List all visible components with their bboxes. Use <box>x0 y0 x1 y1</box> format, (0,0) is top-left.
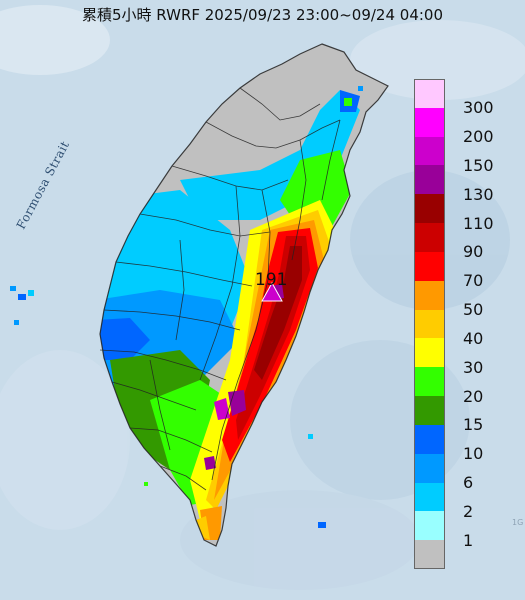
legend-swatch <box>414 338 445 368</box>
legend-label: 200 <box>463 127 494 147</box>
legend-label: 2 <box>463 501 474 521</box>
legend-row: 50 <box>414 280 506 319</box>
legend-label: 30 <box>463 357 484 377</box>
rain-zone-ne-green <box>344 98 352 106</box>
legend-label: 6 <box>463 473 474 493</box>
legend-row: 70 <box>414 251 506 290</box>
legend-swatch <box>414 482 445 512</box>
rainfall-fields <box>100 90 360 540</box>
legend-label: 15 <box>463 415 484 435</box>
map-title: 累積5小時 RWRF 2025/09/23 23:00~09/24 04:00 <box>81 6 444 24</box>
legend-label: 40 <box>463 328 484 348</box>
legend-row: 6 <box>414 453 506 492</box>
legend-label: 130 <box>463 184 494 204</box>
legend-swatch <box>414 309 445 339</box>
legend-label: 110 <box>463 213 494 233</box>
legend-swatch <box>414 79 445 108</box>
legend-row: 300 <box>414 79 506 117</box>
legend-label: 300 <box>463 98 494 118</box>
legend-row: 30 <box>414 338 506 377</box>
legend-swatch <box>414 223 445 252</box>
legend-row: 10 <box>414 424 506 463</box>
legend-swatch <box>414 107 445 137</box>
legend-row <box>414 540 506 569</box>
legend-swatch <box>414 540 445 569</box>
legend-swatch <box>414 280 445 310</box>
legend-row: 15 <box>414 396 506 434</box>
rain-cell-purple-4 <box>204 456 216 470</box>
rain-cell-purple-2 <box>214 398 230 420</box>
legend-row: 130 <box>414 165 506 204</box>
legend-label: 90 <box>463 242 484 262</box>
legend-label: 10 <box>463 444 484 464</box>
rain-zone-north-blue <box>180 90 360 220</box>
rain-zone-blue-10 <box>100 318 150 360</box>
legend-swatch <box>414 367 445 397</box>
legend-swatch <box>414 511 445 541</box>
legend-row: 1 <box>414 511 506 550</box>
legend-row: 90 <box>414 223 506 261</box>
corner-mark: 1G <box>512 518 524 527</box>
legend-row: 150 <box>414 136 506 175</box>
legend-swatch <box>414 165 445 195</box>
legend-swatch <box>414 251 445 281</box>
legend-label: 20 <box>463 386 484 406</box>
legend-row: 200 <box>414 107 506 146</box>
legend-row: 2 <box>414 482 506 521</box>
legend-swatch <box>414 194 445 224</box>
legend-swatch <box>414 453 445 483</box>
legend-swatch <box>414 396 445 425</box>
legend-row: 20 <box>414 367 506 406</box>
max-rainfall-value: 191 <box>255 270 288 290</box>
admin-boundaries <box>99 43 389 547</box>
rain-zone-maroon <box>254 246 302 380</box>
sea-radar-blips <box>10 86 363 528</box>
legend-row: 110 <box>414 194 506 233</box>
max-rainfall-marker <box>261 281 283 302</box>
legend-label: 50 <box>463 300 484 320</box>
legend-label: 70 <box>463 271 484 291</box>
legend-swatch <box>414 424 445 454</box>
legend-label: 1 <box>463 530 474 550</box>
legend-row: 40 <box>414 309 506 348</box>
rainfall-legend: 300 200 150 130 110 90 70 50 40 30 20 15 10 6 2 1 <box>414 79 506 569</box>
legend-label: 150 <box>463 155 494 175</box>
legend-swatch <box>414 136 445 166</box>
